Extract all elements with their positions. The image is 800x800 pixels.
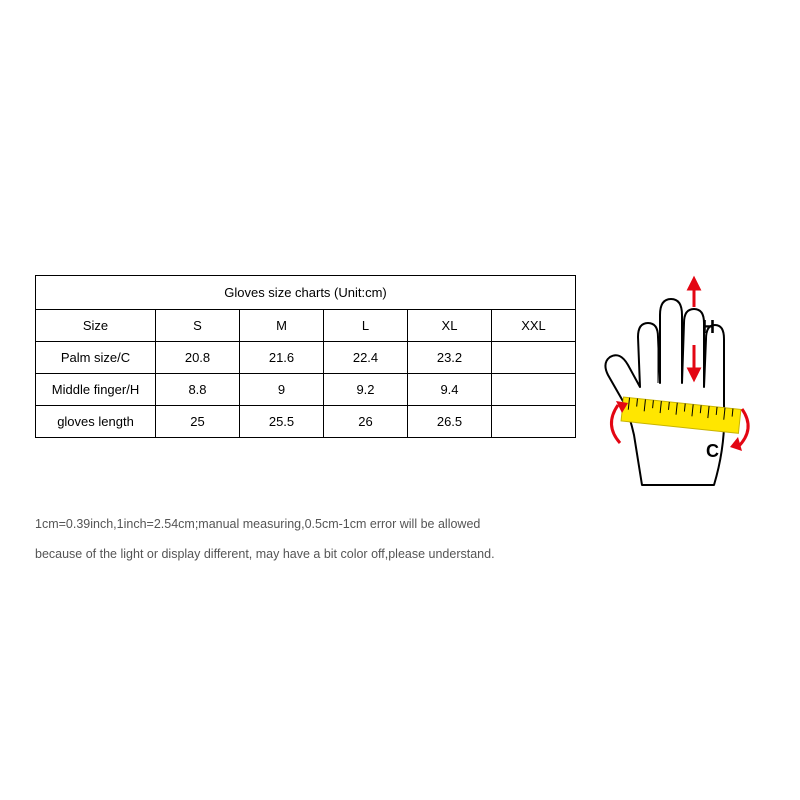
- size-col-3: XL: [408, 310, 492, 342]
- cell: 23.2: [408, 342, 492, 374]
- row-label: Middle finger/H: [36, 374, 156, 406]
- note-line-2: because of the light or display differen…: [35, 539, 765, 569]
- row-label: Palm size/C: [36, 342, 156, 374]
- size-col-4: XXL: [492, 310, 576, 342]
- size-col-0: S: [156, 310, 240, 342]
- size-chart-table: Gloves size charts (Unit:cm) Size S M L …: [35, 275, 576, 438]
- cell: 21.6: [240, 342, 324, 374]
- size-col-2: L: [324, 310, 408, 342]
- table-row: gloves length 25 25.5 26 26.5: [36, 406, 576, 438]
- table-header-row: Size S M L XL XXL: [36, 310, 576, 342]
- notes-block: 1cm=0.39inch,1inch=2.54cm;manual measuri…: [35, 509, 765, 569]
- cell: [492, 374, 576, 406]
- cell: 26.5: [408, 406, 492, 438]
- cell: 9.2: [324, 374, 408, 406]
- header-label: Size: [36, 310, 156, 342]
- table-title: Gloves size charts (Unit:cm): [36, 276, 576, 310]
- cell: 8.8: [156, 374, 240, 406]
- table-row: Middle finger/H 8.8 9 9.2 9.4: [36, 374, 576, 406]
- table-and-diagram-row: Gloves size charts (Unit:cm) Size S M L …: [35, 275, 765, 495]
- table-title-row: Gloves size charts (Unit:cm): [36, 276, 576, 310]
- note-line-1: 1cm=0.39inch,1inch=2.54cm;manual measuri…: [35, 509, 765, 539]
- cell: 26: [324, 406, 408, 438]
- page: Gloves size charts (Unit:cm) Size S M L …: [0, 0, 800, 800]
- table-row: Palm size/C 20.8 21.6 22.4 23.2: [36, 342, 576, 374]
- content-block: Gloves size charts (Unit:cm) Size S M L …: [35, 275, 765, 569]
- cell: 9: [240, 374, 324, 406]
- cell: 25: [156, 406, 240, 438]
- cell: 20.8: [156, 342, 240, 374]
- cell: [492, 406, 576, 438]
- h-label: H: [702, 317, 715, 337]
- hand-measurement-diagram: H: [594, 275, 764, 495]
- c-label: C: [706, 441, 719, 461]
- cell: 9.4: [408, 374, 492, 406]
- cell: 25.5: [240, 406, 324, 438]
- cell: [492, 342, 576, 374]
- size-col-1: M: [240, 310, 324, 342]
- row-label: gloves length: [36, 406, 156, 438]
- cell: 22.4: [324, 342, 408, 374]
- hand-icon: H: [594, 275, 764, 495]
